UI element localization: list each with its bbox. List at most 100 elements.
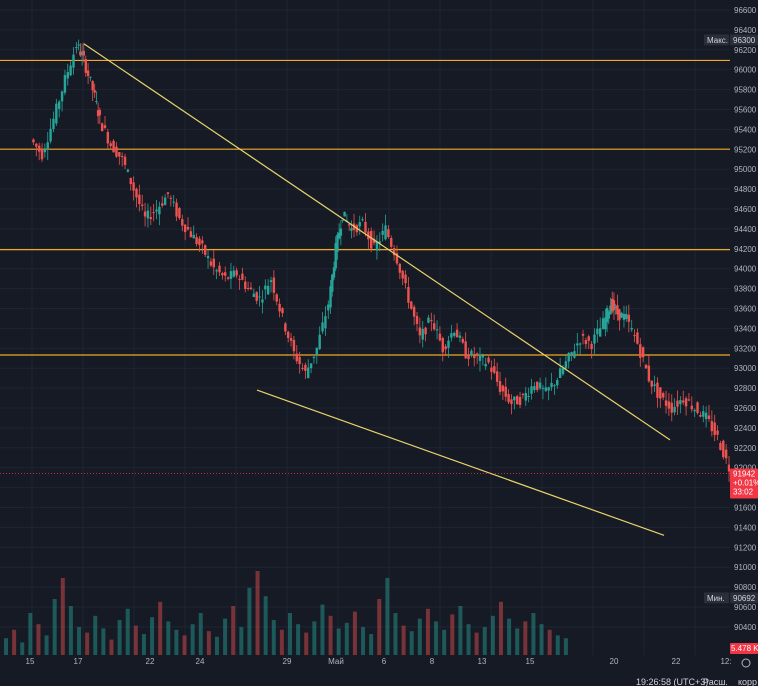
corr-toggle[interactable]: корр xyxy=(738,677,757,686)
volume-bar xyxy=(361,627,366,655)
candle-body xyxy=(644,364,648,369)
price-tick: 95200 xyxy=(734,145,757,154)
price-axis[interactable]: 96600 96400 96200 96000 95800 95600 95400 95200… xyxy=(730,0,758,656)
candle-body xyxy=(98,110,102,116)
candle-body xyxy=(553,385,556,387)
candle-body xyxy=(158,206,161,215)
time-axis[interactable]: 15 17 22 24 29 Май 6 8 13 15 20 22 12: xyxy=(0,655,758,676)
price-tick: 92000 xyxy=(734,464,757,473)
candle-body xyxy=(410,301,413,309)
candle-body xyxy=(255,292,258,301)
candle-body xyxy=(370,230,373,249)
candle-body xyxy=(504,386,507,397)
candle-body xyxy=(427,317,430,323)
candle-body xyxy=(132,182,135,191)
candle-body xyxy=(527,396,530,398)
candle-body xyxy=(318,334,321,350)
candle-body xyxy=(533,386,536,391)
candle-body xyxy=(547,387,550,391)
price-tick: 93800 xyxy=(734,285,757,294)
candle-body xyxy=(337,232,341,239)
scale-toggle[interactable]: Расш. xyxy=(703,677,728,686)
volume-bars xyxy=(4,571,568,655)
candle-body xyxy=(392,248,396,256)
time-tick: 13 xyxy=(478,657,487,666)
candle-body xyxy=(478,354,482,361)
candle-body xyxy=(261,299,264,303)
price-tick: 93400 xyxy=(734,324,757,333)
price-tick: 95800 xyxy=(734,86,757,95)
candle-body xyxy=(118,152,121,157)
price-tag-value: 90692 xyxy=(733,594,756,603)
candle-body xyxy=(578,343,582,345)
volume-bar xyxy=(531,613,536,655)
volume-bar xyxy=(474,632,479,655)
trendline-upper[interactable] xyxy=(83,43,671,441)
candle-body xyxy=(690,405,694,410)
candle-body xyxy=(401,270,404,279)
time-tick: 22 xyxy=(672,657,681,666)
settings-gear-icon[interactable] xyxy=(741,658,751,668)
candle-body xyxy=(581,333,585,336)
price-tag-label-bg xyxy=(704,592,729,604)
candle-body xyxy=(106,131,110,144)
candle-body xyxy=(201,240,204,244)
candle-body xyxy=(719,442,722,450)
volume-bar xyxy=(442,629,447,655)
candle-body xyxy=(46,142,49,150)
volume-bar xyxy=(85,632,90,655)
candle-body xyxy=(186,226,190,230)
volume-bar xyxy=(434,621,439,655)
candle-body xyxy=(611,298,614,312)
candle-body xyxy=(538,382,542,389)
candle-body xyxy=(438,333,442,341)
candle-body xyxy=(455,329,459,338)
candle-body xyxy=(722,440,725,458)
trendline-lower[interactable] xyxy=(256,389,665,536)
candle-body xyxy=(172,201,175,203)
candle-body xyxy=(224,272,227,276)
price-axis-bg xyxy=(730,0,758,656)
volume-bar xyxy=(482,627,487,655)
price-tag-label: Мин. xyxy=(707,594,725,603)
candle-body xyxy=(541,387,545,389)
candle-body xyxy=(576,343,579,346)
price-tick: 94400 xyxy=(734,225,757,234)
candle-body xyxy=(249,287,253,290)
candle-body xyxy=(178,208,181,219)
volume-bar xyxy=(109,639,114,655)
candle-body xyxy=(724,449,728,459)
candle-body xyxy=(682,400,685,403)
candle-body xyxy=(49,128,52,142)
candle-body xyxy=(60,91,64,102)
candle-body xyxy=(80,52,84,56)
candle-body xyxy=(484,363,487,367)
candle-body xyxy=(129,177,132,184)
volume-bar xyxy=(296,624,301,655)
candle-body xyxy=(226,277,230,279)
candle-body xyxy=(558,368,562,378)
volume-bar xyxy=(4,638,8,655)
candle-body xyxy=(221,273,224,276)
trendlines[interactable] xyxy=(83,43,671,536)
candle-body xyxy=(91,81,94,91)
candle-body xyxy=(710,421,714,432)
price-tick: 96200 xyxy=(734,46,757,55)
candle-body xyxy=(86,70,90,76)
volume-bar xyxy=(117,620,122,655)
candle-body xyxy=(612,300,616,311)
candle-body xyxy=(513,396,516,401)
candle-body xyxy=(181,219,184,226)
candle-body xyxy=(203,245,207,255)
volume-bar xyxy=(174,629,179,655)
volume-bar xyxy=(304,632,309,655)
time-tick: 15 xyxy=(526,657,535,666)
candle-body xyxy=(667,401,671,409)
candle-body xyxy=(57,101,61,109)
volume-bar xyxy=(198,613,203,655)
current-price-tag xyxy=(730,468,758,499)
volume-bar xyxy=(336,628,341,655)
volume-bar xyxy=(320,604,325,655)
